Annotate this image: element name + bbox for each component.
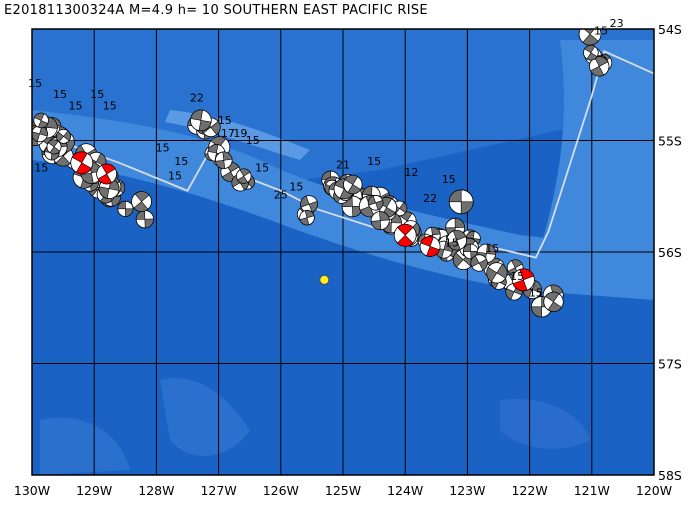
- focal-mechanism: [300, 195, 319, 214]
- longitude-label: 123W: [449, 483, 485, 498]
- latitude-label: 56S: [658, 245, 682, 260]
- latitude-label: 58S: [658, 468, 682, 483]
- seamount-1: [160, 378, 250, 457]
- focal-mechanism: [367, 195, 384, 211]
- depth-label: 15: [485, 242, 499, 255]
- seamount-3: [500, 399, 590, 449]
- event-epicenter-marker: [319, 274, 330, 285]
- focal-mechanism: [70, 151, 94, 175]
- longitude-label: 129W: [76, 483, 112, 498]
- focal-mechanisms: [32, 29, 613, 318]
- depth-label: 15: [246, 134, 260, 147]
- focal-mechanism: [589, 56, 610, 77]
- depth-label: 15: [367, 155, 381, 168]
- focal-mechanism: [448, 189, 474, 215]
- focal-mechanism: [583, 44, 599, 61]
- depth-label: 19: [233, 127, 247, 140]
- map-title: E201811300324A M=4.9 h= 10 SOUTHERN EAST…: [4, 3, 428, 18]
- plate-boundary-trace: [32, 50, 654, 259]
- depth-label: 15: [289, 181, 303, 194]
- focal-mechanism: [214, 151, 233, 170]
- latitude-label: 57S: [658, 357, 682, 372]
- focal-mechanism: [578, 29, 602, 46]
- focal-mechanism: [33, 112, 49, 129]
- seamount-2: [40, 417, 130, 475]
- depth-label: 15: [255, 162, 269, 175]
- depth-label: 23: [610, 17, 624, 30]
- focal-mechanism: [131, 191, 152, 212]
- longitude-label: 120W: [636, 483, 672, 498]
- depth-label: 25: [274, 188, 288, 201]
- focal-mechanism: [419, 236, 441, 257]
- focal-mechanism: [32, 125, 48, 143]
- focal-mechanism: [543, 291, 564, 312]
- focal-mechanism: [117, 200, 134, 217]
- longitude-label: 128W: [138, 483, 174, 498]
- depth-label: 15: [156, 142, 170, 155]
- longitude-label: 127W: [200, 483, 236, 498]
- depth-label: 15: [218, 114, 232, 127]
- depth-label: 15: [510, 270, 524, 283]
- depth-label: 15: [445, 236, 459, 249]
- focal-mechanism: [135, 210, 155, 229]
- focal-mechanism: [299, 209, 315, 226]
- longitude-label: 126W: [263, 483, 299, 498]
- depth-label: 22: [190, 91, 204, 104]
- focal-mechanism: [470, 254, 488, 272]
- focal-mechanism: [462, 243, 479, 260]
- depth-label: 22: [423, 192, 437, 205]
- depth-label: 15: [442, 173, 456, 186]
- focal-mechanism: [190, 109, 212, 132]
- map-frame: [31, 28, 655, 476]
- depth-label: 21: [336, 158, 350, 171]
- depth-label: 17: [221, 127, 235, 140]
- focal-mechanism: [370, 211, 390, 231]
- depth-label: 15: [168, 170, 182, 183]
- depth-label: 15: [174, 155, 188, 168]
- focal-mechanism: [393, 223, 417, 247]
- ridge-band-east: [540, 40, 654, 260]
- latitude-label: 55S: [658, 134, 682, 149]
- longitude-label: 124W: [387, 483, 423, 498]
- depth-label: 15: [53, 88, 67, 101]
- longitude-label: 121W: [574, 483, 610, 498]
- focal-mechanism: [486, 262, 508, 284]
- depth-label: 15: [90, 88, 104, 101]
- focal-mechanism: [446, 229, 468, 251]
- depth-label: 15: [594, 25, 608, 38]
- longitude-label: 125W: [325, 483, 361, 498]
- event-location-marker: [319, 274, 330, 285]
- depth-label: 15: [69, 99, 83, 112]
- depth-label: 15: [28, 77, 42, 90]
- focal-mechanism: [56, 128, 71, 144]
- plate-boundary-line: [32, 50, 654, 259]
- focal-mechanism: [343, 174, 363, 195]
- depth-label: 12: [404, 166, 418, 179]
- focal-mechanism: [96, 163, 118, 185]
- axis-labels: 130W 129W 128W 127W 126W 125W 124W 123W 122W 121W…: [14, 22, 682, 498]
- depth-label: 15: [529, 287, 543, 300]
- focal-mechanism: [46, 139, 62, 155]
- focal-mechanism: [511, 268, 535, 292]
- depth-label: 15: [34, 162, 48, 175]
- longitude-label: 130W: [14, 483, 50, 498]
- focal-mechanism: [236, 168, 252, 184]
- latitude-label: 54S: [658, 22, 682, 37]
- longitude-label: 122W: [511, 483, 547, 498]
- depth-label: 15: [103, 99, 117, 112]
